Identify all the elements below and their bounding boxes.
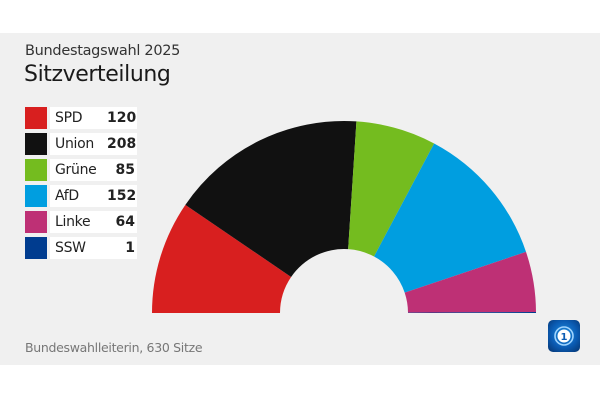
seat-segment-linke	[404, 251, 536, 313]
legend-value: 85	[107, 159, 137, 181]
legend-item-afd: AfD 152	[25, 184, 140, 210]
legend-swatch	[25, 159, 47, 181]
seat-segment-afd	[374, 143, 527, 293]
seat-segment-union	[185, 121, 357, 277]
legend-swatch	[25, 237, 47, 259]
svg-text:1: 1	[561, 332, 568, 343]
legend-swatch	[25, 107, 47, 129]
legend-item-gruene: Grüne 85	[25, 158, 140, 184]
legend-value: 1	[107, 237, 137, 259]
seat-segment-ssw	[407, 312, 536, 313]
chart-panel: Bundestagswahl 2025 Sitzverteilung SPD 1…	[0, 33, 600, 365]
legend-swatch	[25, 133, 47, 155]
legend-value: 152	[107, 185, 137, 207]
seat-distribution-chart	[152, 121, 536, 313]
seat-segment-gruene	[348, 121, 435, 257]
legend-item-ssw: SSW 1	[25, 236, 140, 262]
legend-value: 64	[107, 211, 137, 233]
legend: SPD 120 Union 208 Grüne 85 AfD 152 Linke…	[25, 106, 140, 262]
legend-value: 208	[107, 133, 137, 155]
ard-tagesschau-logo-icon: 1	[548, 320, 580, 352]
source-note: Bundeswahlleiterin, 630 Sitze	[25, 340, 203, 355]
seat-segment-spd	[152, 204, 292, 313]
legend-item-spd: SPD 120	[25, 106, 140, 132]
legend-swatch	[25, 185, 47, 207]
chart-title: Sitzverteilung	[24, 62, 171, 87]
legend-value: 120	[107, 107, 137, 129]
legend-item-union: Union 208	[25, 132, 140, 158]
legend-item-linke: Linke 64	[25, 210, 140, 236]
chart-subtitle: Bundestagswahl 2025	[25, 43, 181, 59]
legend-swatch	[25, 211, 47, 233]
